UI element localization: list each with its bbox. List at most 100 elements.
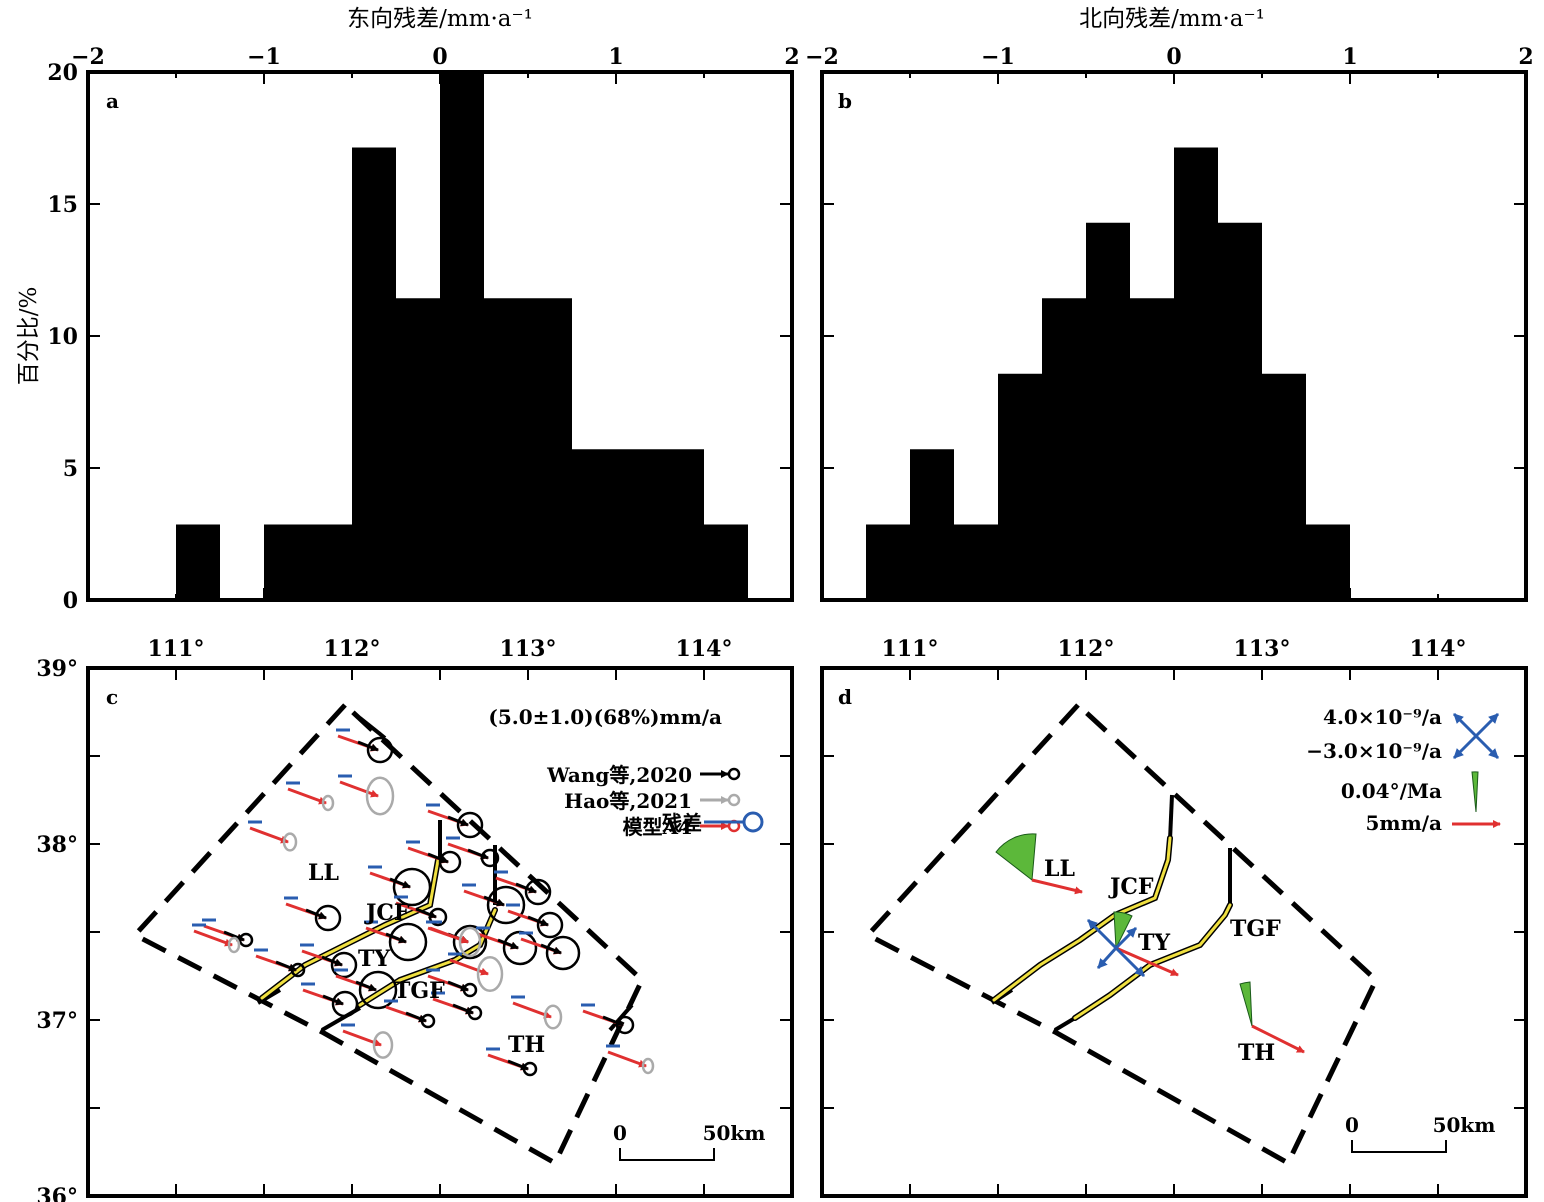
panel-b-top-title: 北向残差/mm·a⁻¹ [1079,6,1265,32]
block-boundary-c [130,703,646,1167]
error-ellipse-gray [476,955,504,993]
map-c-xtick-label: 113° [500,636,557,662]
model-velocity-arrow [429,926,469,944]
error-ellipse-gray [543,1004,563,1030]
model-velocity-arrow [249,826,289,844]
label-tgf-c: TGF [394,978,445,1004]
panel-d-ticks: 111° 112° 113° 114° [821,636,1527,1197]
histogram-a-xtick-label: 1 [608,44,623,70]
histogram-b-bars [866,147,1350,600]
map-c-xtick-label: 111° [148,636,205,662]
histogram-b-bar [866,524,910,600]
label-ll-d: LL [1044,856,1075,882]
histogram-a-ytick-label: 10 [47,324,78,350]
histogram-a-bar [704,524,748,600]
error-ellipse-gray [282,832,298,852]
histogram-a-bar [176,524,220,600]
model-velocity-arrow [339,780,379,798]
map-c-ytick-label: 36° [36,1184,78,1202]
error-ellipse [524,878,552,906]
histogram-a-bar [264,524,352,600]
error-ellipse [438,850,462,874]
error-ellipse [486,885,526,925]
error-ellipse [462,982,478,998]
scale-bar-c-zero: 0 [613,1121,627,1145]
error-ellipse [480,848,500,868]
error-ellipse [388,922,428,962]
histogram-b-xtick-label: 1 [1342,44,1357,70]
histogram-b-bar [1174,147,1218,600]
observed-velocity-arrow [385,932,407,944]
label-ty-c: TY [358,946,390,972]
fault-tgf-d [1072,902,1233,1021]
error-ellipse [238,932,254,948]
histogram-a-bars [176,72,748,600]
histogram-a-bar [396,298,440,600]
histogram-a-ytick-label: 0 [63,588,78,614]
observed-velocity-arrow [497,938,519,950]
error-ellipse [331,990,359,1018]
panel-b-tag: b [838,89,852,113]
panel-b: 北向残差/mm·a⁻¹ −2 −1 0 1 2 b [805,6,1534,602]
strain-cross-d [1086,918,1146,978]
histogram-b-bar [1306,524,1350,600]
error-ellipse [290,962,306,978]
label-ll-c: LL [308,860,339,886]
label-th-d: TH [1238,1040,1275,1066]
panel-c-ticks: 111° 112° 113° 114° 39° 38° 37° 36° [36,636,793,1202]
observed-velocity-arrow [483,895,505,907]
error-ellipse [358,970,398,1010]
histogram-b-bar [1218,222,1262,600]
observed-velocity-arrow [415,907,437,919]
observed-velocity-arrow [467,848,489,860]
model-velocity-arrow [607,1050,647,1068]
scale-bar-c: 0 50km [613,1121,765,1161]
panel-a-ylabel: 百分比/% [16,287,42,386]
histogram-a-bar [572,449,704,600]
histogram-b-xtick-label: 2 [1518,44,1533,70]
error-ellipse [545,935,581,971]
strain-legend-d [1452,712,1500,760]
model-velocity-arrow [287,787,327,805]
map-c-xtick-label: 114° [676,636,733,662]
error-ellipse-gray [458,926,482,958]
legend-d-ext: 4.0×10⁻⁹/a [1323,705,1442,729]
histogram-b-bar [1086,222,1130,600]
histogram-a-ytick-label: 5 [63,456,78,482]
legend-d-vel: 5mm/a [1365,811,1442,835]
histogram-a-xtick-label: 2 [784,44,799,70]
map-d-xtick-label: 114° [1410,636,1467,662]
map-c-ytick-label: 39° [36,656,78,682]
legend-c-residual-shown: 残差 [662,811,764,835]
legend-c-header: (5.0±1.0)(68%)mm/a [488,705,722,729]
label-tgf-d: TGF [1230,916,1281,942]
histogram-a-ytick-label: 15 [47,192,78,218]
legend-d-rot: 0.04°/Ma [1341,779,1442,803]
map-d-xtick-label: 112° [1058,636,1115,662]
error-ellipse [392,867,432,907]
block-boundary-d [863,703,1380,1167]
panel-d: 111° 112° 113° 114° d [820,636,1528,1198]
legend-c-model: 模型A4 [623,815,693,839]
scale-bar-d-zero: 0 [1345,1113,1359,1137]
legend-c-hao: Hao等,2021 [564,789,692,813]
error-ellipse [420,1013,436,1029]
label-jcf-d: JCF [1108,874,1154,900]
histogram-a-bar [440,72,484,600]
error-ellipse [314,904,342,932]
histogram-b-bar [1130,298,1174,600]
scale-bar-d: 0 50km [1345,1113,1495,1153]
legend-d: 4.0×10⁻⁹/a −3.0×10⁻⁹/a 0.04°/Ma 5mm/a [1306,705,1442,835]
error-ellipse-gray [641,1057,655,1075]
model-velocity-arrow [193,929,233,947]
histogram-a-bar [352,147,396,600]
observed-velocity-arrow [389,877,411,889]
error-ellipse-gray [321,794,335,812]
fault-jcf-c [259,857,441,1001]
error-ellipse [366,736,394,764]
histogram-b-bar [954,524,998,600]
label-jcf-c: JCF [364,900,410,926]
